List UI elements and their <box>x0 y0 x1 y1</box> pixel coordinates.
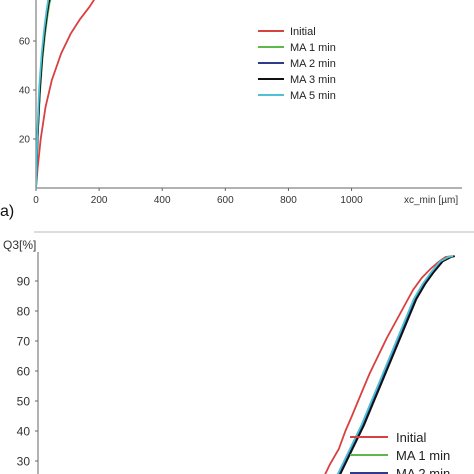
y-tick-label-panel-b: 50 <box>17 395 31 409</box>
series-line-ma-3-min-panel-b <box>339 255 456 474</box>
series-line-ma-5-min-panel-b <box>336 255 454 474</box>
series-line-ma-5-min-panel-a <box>36 0 50 188</box>
x-tick-label-panel-a: 0 <box>33 195 39 206</box>
y-tick-label-panel-a: 40 <box>19 86 31 97</box>
y-axis-label-panel-b: Q3[%] <box>3 238 36 252</box>
legend-label-initial-panel-b: Initial <box>396 430 426 445</box>
legend-label-ma-2-min-panel-a: MA 2 min <box>290 58 336 70</box>
legend-panel-b: Initial MA 1 min MA 2 min <box>350 430 450 474</box>
y-tick-label-panel-b: 80 <box>17 305 31 319</box>
legend-label-ma-1-min-panel-a: MA 1 min <box>290 42 336 54</box>
legend-label-initial-panel-a: Initial <box>290 26 316 38</box>
series-line-initial-panel-b <box>324 255 453 474</box>
series-line-initial-panel-a <box>36 0 96 188</box>
y-tick-label-panel-b: 70 <box>17 335 31 349</box>
legend-label-ma-1-min-panel-b: MA 1 min <box>396 448 450 463</box>
y-tick-label-panel-a: 20 <box>19 135 31 146</box>
x-tick-label-panel-a: 800 <box>280 195 297 206</box>
legend-label-ma-2-min-panel-b: MA 2 min <box>396 466 450 474</box>
legend-label-ma-5-min-panel-a: MA 5 min <box>290 90 336 102</box>
series-lines-panel-a <box>36 0 96 188</box>
legend-panel-a: Initial MA 1 min MA 2 min MA 3 min MA 5 min <box>258 26 336 102</box>
axes-panel-b: 30 40 50 60 70 80 90 <box>17 252 39 474</box>
y-tick-label-panel-b: 60 <box>17 365 31 379</box>
y-tick-label-panel-b: 30 <box>17 455 31 469</box>
x-axis-label-panel-a: xc_min [µm] <box>404 195 458 206</box>
y-tick-label-panel-a: 60 <box>19 37 31 48</box>
x-tick-label-panel-a: 1000 <box>340 195 363 206</box>
legend-label-ma-3-min-panel-a: MA 3 min <box>290 74 336 86</box>
chart-panel-b: 30 40 50 60 70 80 90 Initial MA 1 min MA 2 min Q… <box>3 238 456 474</box>
panel-label-a: a) <box>0 203 14 220</box>
x-tick-label-panel-a: 200 <box>91 195 108 206</box>
y-tick-label-panel-b: 90 <box>17 275 31 289</box>
series-lines-panel-b <box>324 255 456 474</box>
x-tick-label-panel-a: 400 <box>154 195 171 206</box>
x-tick-label-panel-a: 600 <box>217 195 234 206</box>
y-tick-label-panel-b: 40 <box>17 425 31 439</box>
series-line-ma-2-min-panel-b <box>338 255 455 474</box>
